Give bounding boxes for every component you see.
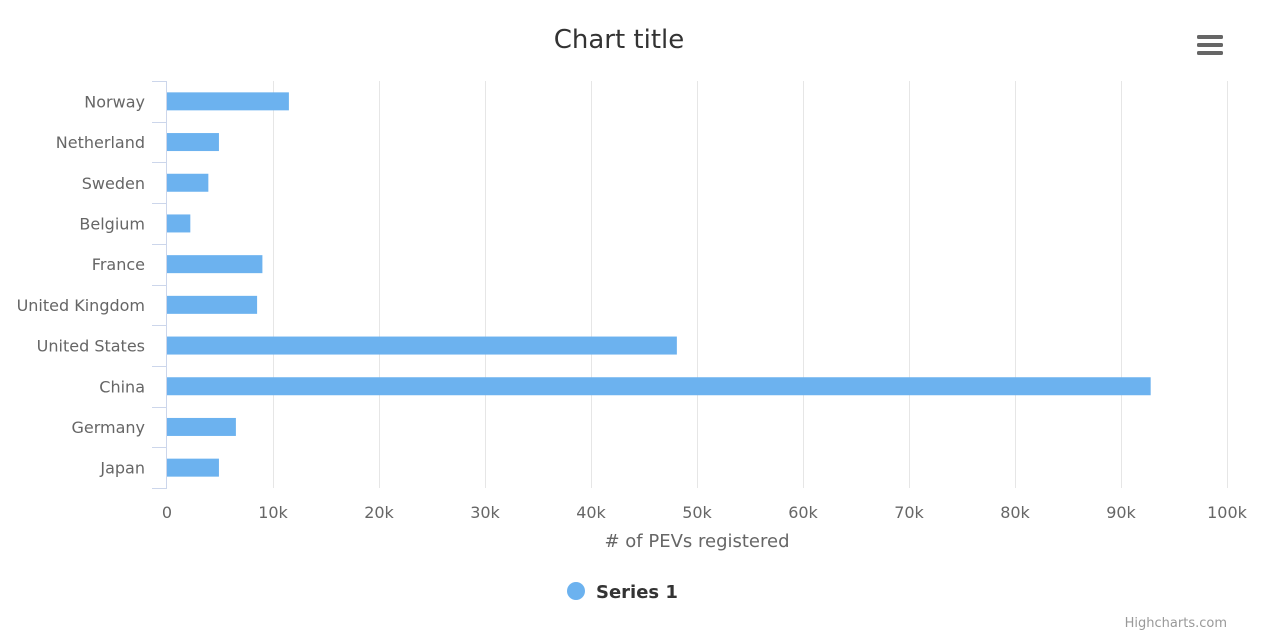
category-label: Sweden [82, 174, 145, 193]
category-label: Belgium [79, 214, 145, 233]
category-label: Netherland [56, 133, 145, 152]
bar-france[interactable] [167, 255, 263, 274]
x-tick-label: 60k [788, 503, 818, 522]
x-tick-label: 50k [682, 503, 712, 522]
bar-norway[interactable] [167, 92, 289, 111]
category-labels: Norway Netherland Sweden Belgium France Unite… [17, 92, 145, 477]
category-label: United States [37, 337, 145, 356]
x-tick-label: 40k [576, 503, 606, 522]
x-tick-label: 80k [1000, 503, 1030, 522]
bar-japan[interactable] [167, 458, 219, 477]
bar-belgium[interactable] [167, 214, 191, 233]
gridlines [273, 81, 1228, 488]
series-bars [167, 92, 1151, 477]
bar-united-states[interactable] [167, 336, 677, 355]
category-label: Norway [84, 92, 145, 111]
bar-netherland[interactable] [167, 133, 219, 152]
x-tick-label: 0 [162, 503, 172, 522]
legend-item-series-1[interactable]: Series 1 [567, 582, 678, 603]
bar-sweden[interactable] [167, 173, 209, 192]
x-tick-label: 100k [1207, 503, 1248, 522]
bar-germany[interactable] [167, 417, 236, 436]
bar-united-kingdom[interactable] [167, 295, 258, 314]
category-label: China [99, 377, 145, 396]
x-tick-label: 20k [364, 503, 394, 522]
bar-china[interactable] [167, 377, 1151, 396]
category-label: United Kingdom [17, 296, 145, 315]
category-label: Germany [71, 418, 145, 437]
x-tick-label: 30k [470, 503, 500, 522]
category-label: Japan [99, 459, 145, 478]
x-axis-title: # of PEVs registered [604, 531, 789, 552]
legend-label: Series 1 [596, 582, 678, 603]
category-axis [152, 81, 167, 489]
x-tick-label: 10k [258, 503, 288, 522]
category-label: France [92, 255, 145, 274]
chart-title: Chart title [554, 25, 685, 55]
value-axis-tick-labels: 0 10k 20k 30k 40k 50k 60k 70k 80k 90k 100k [162, 503, 1248, 522]
x-tick-label: 70k [894, 503, 924, 522]
credits-link[interactable]: Highcharts.com [1125, 616, 1227, 631]
hamburger-menu-icon[interactable] [1190, 28, 1230, 60]
x-tick-label: 90k [1106, 503, 1136, 522]
legend-symbol [567, 582, 585, 600]
